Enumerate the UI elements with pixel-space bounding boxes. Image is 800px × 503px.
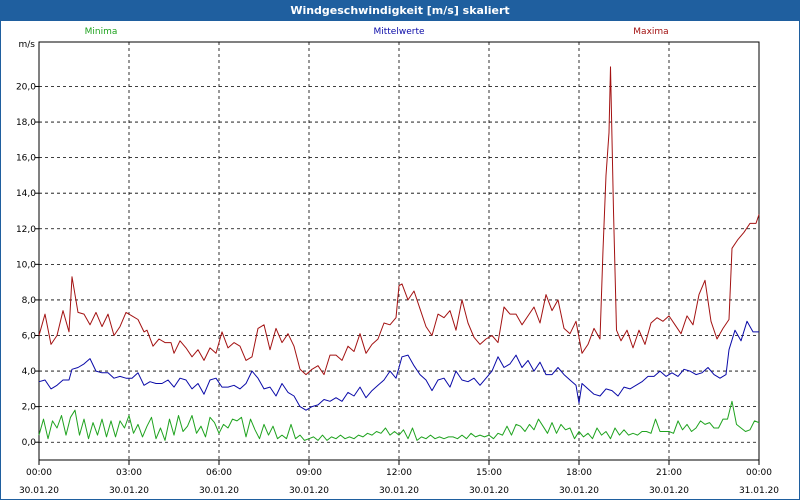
x-tick-date-label: 30.01.20 bbox=[649, 486, 689, 496]
legend-mittelwerte: Mittelwerte bbox=[373, 27, 424, 37]
series-line-minima bbox=[38, 400, 760, 441]
wind-speed-chart: m/s 0,0 2,0 4,0 6,0 8,0 10,0 12,0 14,0 16,0 18,0 20… bbox=[16, 27, 779, 496]
y-tick-label: 10,0 bbox=[16, 260, 36, 270]
x-tick-time-label: 18:00 bbox=[566, 468, 592, 478]
x-tick-date-label: 30.01.20 bbox=[109, 486, 149, 496]
series-line-maxima bbox=[38, 66, 760, 376]
y-tick-label: 6,0 bbox=[22, 331, 37, 341]
x-tick-date-label: 30.01.20 bbox=[199, 486, 239, 496]
series-line-mittelwerte bbox=[38, 320, 759, 411]
legend-minima: Minima bbox=[85, 27, 118, 37]
x-tick-date-label: 30.01.20 bbox=[289, 486, 329, 496]
y-tick-label: 16,0 bbox=[16, 154, 36, 164]
x-tick-time-label: 12:00 bbox=[386, 468, 412, 478]
x-tick-date-label: 31.01.20 bbox=[739, 486, 779, 496]
x-tick-date-label: 30.01.20 bbox=[19, 486, 59, 496]
y-tick-label: 18,0 bbox=[16, 118, 36, 128]
y-tick-label: 12,0 bbox=[16, 225, 36, 235]
y-tick-label: 4,0 bbox=[22, 367, 37, 377]
y-tick-label: 2,0 bbox=[22, 403, 37, 413]
x-tick-time-label: 15:00 bbox=[476, 468, 502, 478]
x-tick-time-label: 00:00 bbox=[26, 468, 52, 478]
x-tick-time-label: 06:00 bbox=[206, 468, 232, 478]
x-tick-time-label: 03:00 bbox=[116, 468, 142, 478]
x-tick-date-label: 30.01.20 bbox=[379, 486, 419, 496]
y-tick-label: 20,0 bbox=[16, 82, 36, 92]
x-tick-date-label: 30.01.20 bbox=[559, 486, 599, 496]
chart-area: m/s 0,0 2,0 4,0 6,0 8,0 10,0 12,0 14,0 16,0 18,0 20… bbox=[1, 22, 799, 499]
legend-maxima: Maxima bbox=[633, 27, 668, 37]
x-tick-time-label: 09:00 bbox=[296, 468, 322, 478]
y-tick-label: 14,0 bbox=[16, 189, 36, 199]
x-tick-date-label: 30.01.20 bbox=[469, 486, 509, 496]
x-tick-time-label: 00:00 bbox=[746, 468, 772, 478]
y-axis-unit-label: m/s bbox=[19, 40, 36, 50]
y-tick-label: 0,0 bbox=[22, 438, 37, 448]
window-title: Windgeschwindigkeit [m/s] skaliert bbox=[1, 1, 799, 21]
y-tick-label: 8,0 bbox=[22, 296, 37, 306]
x-tick-time-label: 21:00 bbox=[656, 468, 682, 478]
